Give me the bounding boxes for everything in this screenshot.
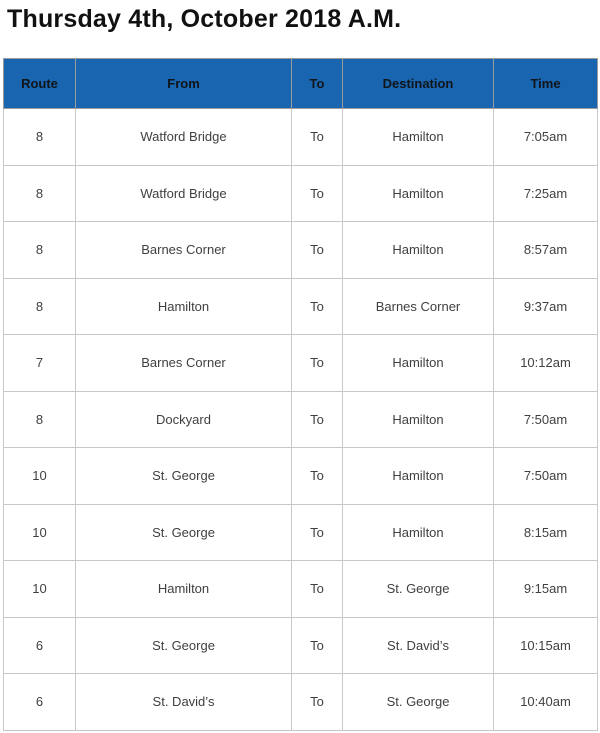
table-row: 10 St. George To Hamilton 7:50am	[3, 447, 598, 505]
cell-to: To	[291, 447, 343, 505]
column-header-to: To	[291, 58, 343, 109]
column-header-destination: Destination	[342, 58, 494, 109]
cell-time: 8:15am	[493, 503, 598, 561]
cell-destination: St. George	[342, 673, 494, 731]
cell-to: To	[291, 560, 343, 618]
cell-to: To	[291, 503, 343, 561]
cell-destination: Hamilton	[342, 164, 494, 222]
cell-route: 8	[3, 164, 76, 222]
cell-to: To	[291, 108, 343, 166]
cell-time: 7:50am	[493, 447, 598, 505]
schedule-table: Route From To Destination Time 8 Watford …	[3, 58, 598, 731]
cell-to: To	[291, 616, 343, 674]
table-row: 8 Watford Bridge To Hamilton 7:05am	[3, 108, 598, 166]
cell-to: To	[291, 164, 343, 222]
cell-from: Barnes Corner	[75, 221, 292, 279]
cell-time: 10:12am	[493, 334, 598, 392]
cell-to: To	[291, 277, 343, 335]
cell-destination: Hamilton	[342, 503, 494, 561]
cell-from: St. George	[75, 616, 292, 674]
cell-destination: Hamilton	[342, 447, 494, 505]
cell-route: 10	[3, 503, 76, 561]
cell-time: 7:50am	[493, 390, 598, 448]
cell-from: Dockyard	[75, 390, 292, 448]
cell-time: 7:05am	[493, 108, 598, 166]
cell-route: 10	[3, 447, 76, 505]
table-row: 6 St. George To St. David’s 10:15am	[3, 616, 598, 674]
page-title: Thursday 4th, October 2018 A.M.	[7, 5, 402, 33]
cell-to: To	[291, 221, 343, 279]
table-row: 8 Watford Bridge To Hamilton 7:25am	[3, 164, 598, 222]
cell-from: St. George	[75, 503, 292, 561]
cell-time: 10:40am	[493, 673, 598, 731]
cell-to: To	[291, 673, 343, 731]
cell-time: 10:15am	[493, 616, 598, 674]
cell-from: Hamilton	[75, 277, 292, 335]
cell-time: 8:57am	[493, 221, 598, 279]
table-row: 10 Hamilton To St. George 9:15am	[3, 560, 598, 618]
cell-from: Watford Bridge	[75, 164, 292, 222]
cell-to: To	[291, 334, 343, 392]
column-header-from: From	[75, 58, 292, 109]
table-row: 7 Barnes Corner To Hamilton 10:12am	[3, 334, 598, 392]
cell-route: 8	[3, 108, 76, 166]
cell-from: St. David’s	[75, 673, 292, 731]
table-row: 6 St. David’s To St. George 10:40am	[3, 673, 598, 731]
column-header-time: Time	[493, 58, 598, 109]
table-body: 8 Watford Bridge To Hamilton 7:05am 8 Watford …	[3, 108, 598, 731]
cell-route: 6	[3, 616, 76, 674]
cell-route: 7	[3, 334, 76, 392]
cell-from: St. George	[75, 447, 292, 505]
table-row: 8 Dockyard To Hamilton 7:50am	[3, 390, 598, 448]
cell-route: 10	[3, 560, 76, 618]
cell-destination: St. David’s	[342, 616, 494, 674]
cell-from: Barnes Corner	[75, 334, 292, 392]
cell-to: To	[291, 390, 343, 448]
table-header-row: Route From To Destination Time	[3, 58, 598, 109]
column-header-route: Route	[3, 58, 76, 109]
table-row: 8 Hamilton To Barnes Corner 9:37am	[3, 277, 598, 335]
cell-from: Hamilton	[75, 560, 292, 618]
cell-destination: Hamilton	[342, 390, 494, 448]
cell-destination: Barnes Corner	[342, 277, 494, 335]
cell-destination: Hamilton	[342, 108, 494, 166]
table-row: 10 St. George To Hamilton 8:15am	[3, 503, 598, 561]
cell-route: 8	[3, 277, 76, 335]
cell-route: 8	[3, 390, 76, 448]
cell-destination: Hamilton	[342, 221, 494, 279]
cell-time: 9:37am	[493, 277, 598, 335]
cell-destination: Hamilton	[342, 334, 494, 392]
cell-from: Watford Bridge	[75, 108, 292, 166]
table-row: 8 Barnes Corner To Hamilton 8:57am	[3, 221, 598, 279]
cell-destination: St. George	[342, 560, 494, 618]
cell-route: 6	[3, 673, 76, 731]
cell-time: 9:15am	[493, 560, 598, 618]
cell-time: 7:25am	[493, 164, 598, 222]
cell-route: 8	[3, 221, 76, 279]
